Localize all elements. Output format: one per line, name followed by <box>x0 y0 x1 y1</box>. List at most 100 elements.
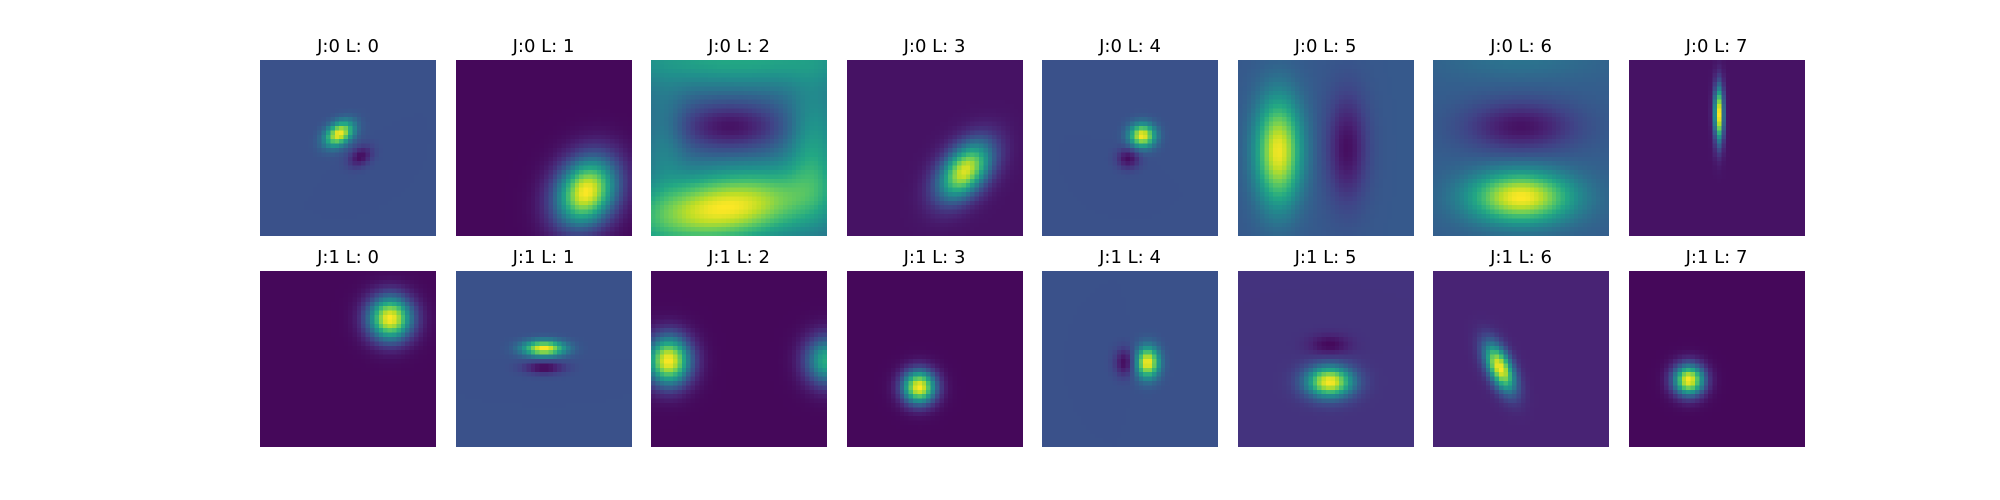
heatmap-cell <box>655 222 661 228</box>
heatmap-cell <box>352 112 358 118</box>
heatmap-cell <box>431 161 436 166</box>
heatmap-cell <box>468 222 474 228</box>
heatmap-cell <box>486 222 491 228</box>
heatmap-cell <box>356 152 362 158</box>
heatmap-cell <box>783 130 788 136</box>
heatmap-cell <box>569 161 575 166</box>
heatmap-cell <box>392 99 397 105</box>
heatmap-cell <box>286 200 292 206</box>
heatmap-cell <box>552 187 557 193</box>
heatmap-cell <box>881 68 887 74</box>
heatmap-cell <box>473 104 478 109</box>
heatmap-cell <box>490 99 496 105</box>
heatmap-cell <box>268 187 274 193</box>
heatmap-cell <box>273 170 278 175</box>
heatmap-cell <box>583 200 588 206</box>
heatmap-cell <box>525 99 531 105</box>
heatmap-cell <box>431 112 436 118</box>
heatmap-cell <box>618 214 623 219</box>
heatmap-cell <box>490 148 496 153</box>
heatmap-cell <box>508 209 513 215</box>
heatmap-cell <box>378 231 384 236</box>
heatmap-cell <box>796 90 801 96</box>
heatmap-cell <box>370 156 375 162</box>
heatmap-cell <box>699 200 705 206</box>
heatmap-cell <box>677 222 683 228</box>
heatmap-cell <box>499 209 505 215</box>
heatmap-cell <box>651 218 656 224</box>
heatmap-cell <box>365 139 371 144</box>
heatmap-cell <box>664 90 669 96</box>
heatmap-cell <box>534 73 540 78</box>
heatmap-cell <box>600 148 606 153</box>
heatmap-cell <box>326 209 331 215</box>
heatmap-cell <box>427 82 432 87</box>
heatmap-cell <box>552 86 557 92</box>
heatmap-cell <box>805 165 810 171</box>
heatmap-cell <box>427 231 432 236</box>
heatmap-cell <box>268 196 274 202</box>
heatmap-cell <box>664 183 669 188</box>
heatmap-cell <box>818 152 823 158</box>
heatmap-cell <box>365 99 371 105</box>
heatmap-cell <box>455 121 461 127</box>
heatmap-cell <box>556 161 562 166</box>
heatmap-cell <box>743 90 749 96</box>
heatmap-cell <box>343 196 349 202</box>
heatmap-cell <box>409 60 415 65</box>
heatmap-cell <box>655 108 661 114</box>
heatmap-cell <box>525 192 531 197</box>
heatmap-cell <box>765 134 771 140</box>
heatmap-cell <box>651 60 656 65</box>
heatmap-cell <box>277 104 283 109</box>
heatmap-cell <box>339 161 344 166</box>
heatmap-cell <box>609 64 615 70</box>
heatmap-cell <box>374 108 380 114</box>
heatmap-cell <box>686 178 691 184</box>
heatmap-cell <box>774 209 779 215</box>
heatmap-cell <box>304 82 309 87</box>
heatmap-cell <box>330 86 336 92</box>
heatmap-cell <box>673 99 678 105</box>
heatmap-cell <box>651 73 656 78</box>
heatmap-cell <box>708 231 713 236</box>
heatmap-cell <box>690 117 696 122</box>
heatmap-cell <box>569 82 575 87</box>
heatmap-cell <box>622 99 628 105</box>
heatmap-cell <box>312 86 318 92</box>
heatmap-cell <box>304 64 309 70</box>
heatmap-cell <box>547 130 553 136</box>
heatmap-cell <box>600 95 606 100</box>
heatmap-cell <box>756 170 762 175</box>
heatmap-cell <box>517 148 522 153</box>
heatmap-cell <box>547 183 553 188</box>
heatmap-cell <box>264 196 270 202</box>
heatmap-cell <box>400 73 406 78</box>
heatmap-cell <box>422 187 428 193</box>
heatmap-cell <box>308 174 314 180</box>
heatmap-cell <box>547 227 553 232</box>
heatmap-cell <box>356 95 362 100</box>
heatmap-cell <box>260 73 265 78</box>
heatmap-cell <box>530 187 535 193</box>
heatmap-cell <box>260 209 265 215</box>
heatmap-cell <box>690 192 696 197</box>
heatmap-cell <box>778 99 784 105</box>
heatmap-cell <box>725 90 731 96</box>
heatmap-cell <box>383 121 388 127</box>
heatmap-cell <box>569 95 575 100</box>
heatmap-cell <box>796 139 801 144</box>
heatmap-cell <box>326 82 331 87</box>
heatmap-cell <box>334 183 340 188</box>
heatmap-cell <box>495 148 500 153</box>
heatmap-cell <box>717 209 722 215</box>
heatmap-cell <box>569 200 575 206</box>
heatmap-cell <box>427 218 432 224</box>
heatmap-cell <box>655 117 661 122</box>
heatmap-cell <box>277 156 283 162</box>
heatmap-cell <box>400 161 406 166</box>
heatmap-cell <box>387 126 393 131</box>
heatmap-cell <box>561 218 566 224</box>
heatmap-cell <box>591 99 597 105</box>
heatmap-cell <box>392 121 397 127</box>
